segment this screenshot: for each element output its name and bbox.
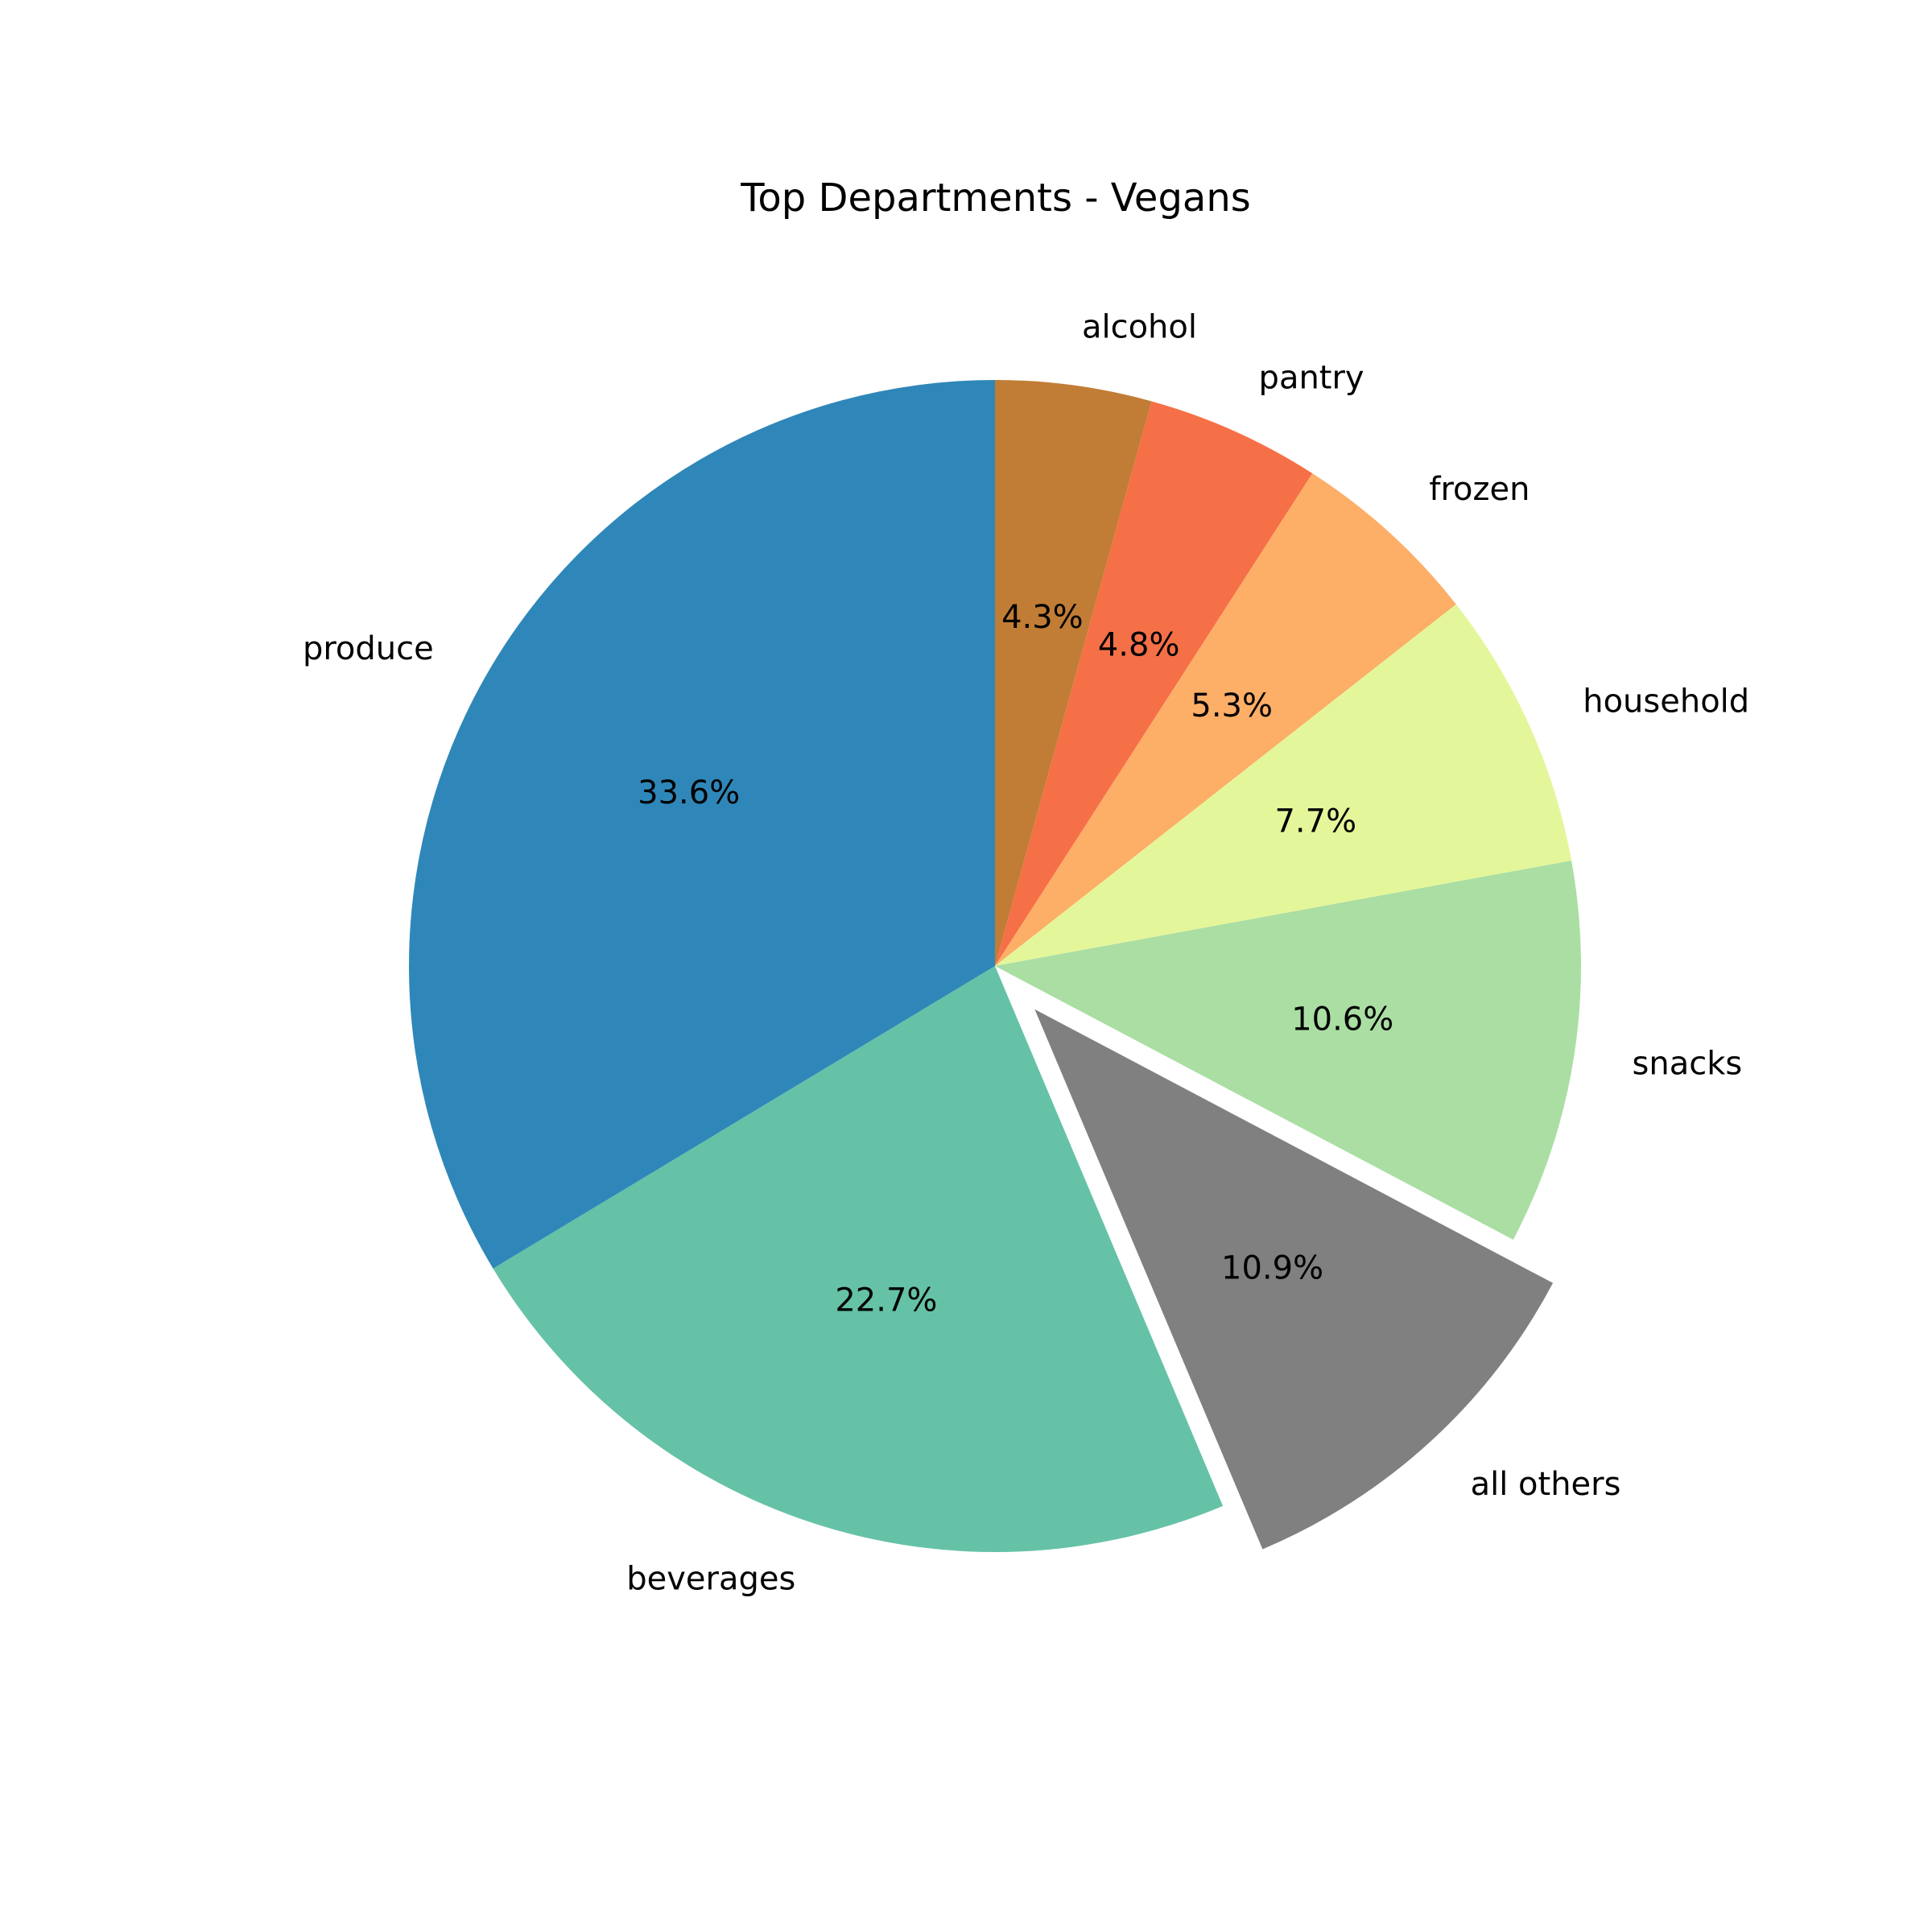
pie-value-label-frozen: 5.3% <box>1191 687 1273 724</box>
pie-value-label-produce: 33.6% <box>638 774 740 811</box>
pie-value-label-snacks: 10.6% <box>1291 1001 1393 1038</box>
chart-title: Top Departments - Vegans <box>740 175 1251 221</box>
pie-value-label-alcohol: 4.3% <box>1001 599 1084 636</box>
pie-slice-frozen <box>995 473 1456 966</box>
pie-labels: 4.3% alcohol 4.8% pantry 5.3% frozen 7.7% house… <box>303 309 1749 1598</box>
pie-category-label-household: household <box>1583 683 1749 720</box>
pie-category-label-beverages: beverages <box>626 1561 795 1598</box>
pie-slices <box>409 380 1581 1553</box>
pie-category-label-produce: produce <box>303 630 434 667</box>
pie-category-label-snacks: snacks <box>1633 1046 1743 1083</box>
pie-category-label-pantry: pantry <box>1259 359 1364 396</box>
pie-slice-beverages <box>493 966 1224 1553</box>
pie-value-label-all-others: 10.9% <box>1221 1250 1323 1287</box>
pie-slice-pantry <box>995 401 1313 966</box>
pie-slice-household <box>995 604 1572 966</box>
pie-value-label-beverages: 22.7% <box>835 1282 937 1319</box>
pie-value-label-household: 7.7% <box>1274 803 1356 840</box>
pie-category-label-alcohol: alcohol <box>1082 309 1197 346</box>
pie-category-label-all-others: all others <box>1471 1466 1621 1503</box>
pie-slice-produce <box>409 380 995 1269</box>
pie-value-label-pantry: 4.8% <box>1098 626 1180 663</box>
pie-category-label-frozen: frozen <box>1429 471 1530 508</box>
pie-slice-alcohol <box>995 380 1152 966</box>
pie-slice-snacks <box>995 861 1581 1240</box>
pie-slice-all-others <box>1034 1009 1554 1550</box>
